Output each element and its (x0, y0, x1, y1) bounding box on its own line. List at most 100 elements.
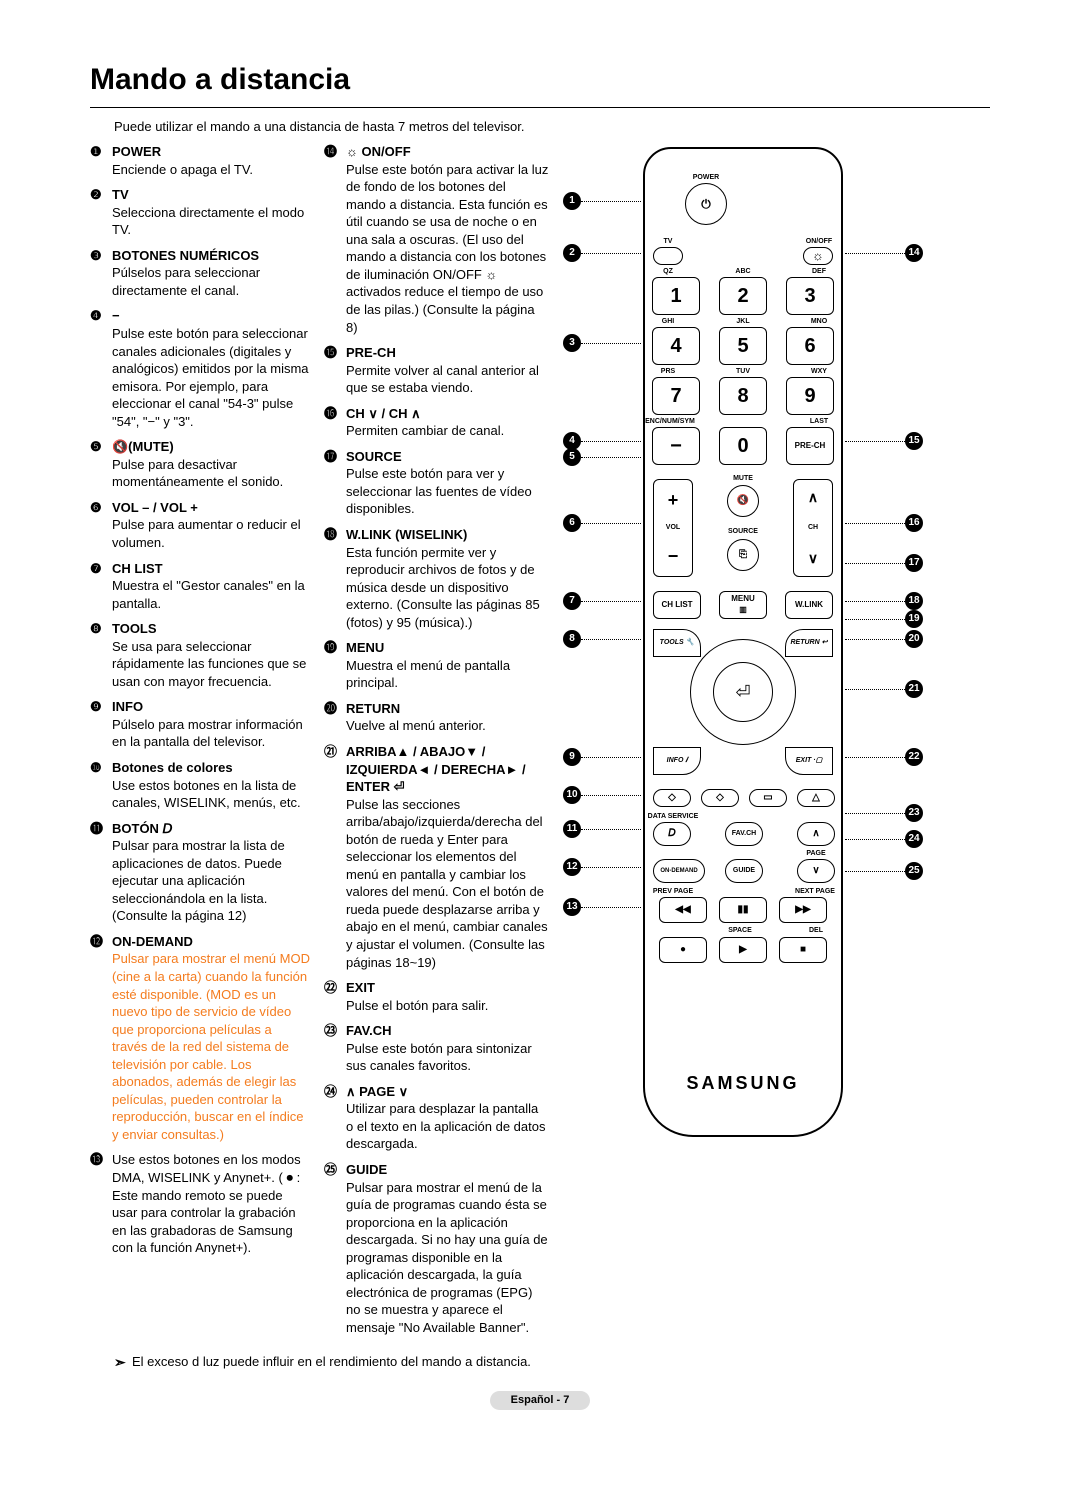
item-body: TOOLSSe usa para seleccionar rápidamente… (112, 620, 310, 690)
color-red: ◇ (653, 789, 691, 807)
item-title: POWER (112, 143, 310, 161)
desc-item: ㉕GUIDEPulsar para mostrar el menú de la … (324, 1161, 549, 1336)
label-tv: TV (643, 237, 693, 246)
ffwd-button: ▶▶ (779, 897, 827, 923)
column-remote: POWER ⏻ TV ON/OFF ☼ QZ ABC DEF 1 2 3 GHI… (563, 143, 923, 1344)
item-bullet: ❽ (90, 620, 112, 690)
callout-20: 20 (905, 630, 923, 648)
item-bullet: ❷ (90, 186, 112, 239)
item-desc: Púlselo para mostrar información en la p… (112, 716, 310, 751)
item-desc: Pulse el botón para salir. (346, 997, 549, 1015)
desc-item: ⓮☼ ON/OFFPulse este botón para activar l… (324, 143, 549, 336)
content-columns: ❶POWEREnciende o apaga el TV.❷TVSeleccio… (90, 143, 990, 1344)
label-power: POWER (681, 173, 731, 182)
desc-item: ⓭Use estos botones en los modos DMA, WIS… (90, 1151, 310, 1256)
callout-line (581, 829, 641, 830)
callout-22: 22 (905, 748, 923, 766)
desc-item: ❸BOTONES NUMÉRICOSPúlselos para seleccio… (90, 247, 310, 300)
item-body: PRE-CHPermite volver al canal anterior a… (346, 344, 549, 397)
item-title: ☼ ON/OFF (346, 143, 549, 161)
item-title: W.LINK (WISELINK) (346, 526, 549, 544)
callout-line (581, 201, 641, 202)
item-bullet: ❿ (90, 759, 112, 812)
item-title: MENU (346, 639, 549, 657)
label-space: SPACE (715, 926, 765, 935)
callout-line (845, 253, 905, 254)
item-body: RETURNVuelve al menú anterior. (346, 700, 549, 735)
remote-body: POWER ⏻ TV ON/OFF ☼ QZ ABC DEF 1 2 3 GHI… (643, 147, 843, 1137)
label-mno: MNO (794, 317, 844, 326)
item-title: PRE-CH (346, 344, 549, 362)
rec-button: ● (659, 937, 707, 963)
callout-12: 12 (563, 858, 581, 876)
desc-item: ⓰CH ∨ / CH ∧Permiten cambiar de canal. (324, 405, 549, 440)
item-body: FAV.CHPulse este botón para sintonizar s… (346, 1022, 549, 1075)
item-desc: Pulsar para mostrar la lista de aplicaci… (112, 837, 310, 925)
callout-1: 1 (563, 192, 581, 210)
label-enc: ENC/NUM/SYM (643, 417, 697, 426)
item-desc: Se usa para seleccionar rápidamente las … (112, 638, 310, 691)
callout-10: 10 (563, 786, 581, 804)
label-prs: PRS (643, 367, 693, 376)
callout-line (581, 907, 641, 908)
item-title: VOL – / VOL + (112, 499, 310, 517)
callout-6: 6 (563, 514, 581, 532)
callout-7: 7 (563, 592, 581, 610)
key-0: 0 (719, 427, 767, 465)
item-title: FAV.CH (346, 1022, 549, 1040)
desc-item: ㉔∧ PAGE ∨Utilizar para desplazar la pant… (324, 1083, 549, 1153)
item-bullet: ⓲ (324, 526, 346, 631)
callout-line (581, 441, 641, 442)
item-body: BOTÓN 𝘋Pulsar para mostrar la lista de a… (112, 820, 310, 925)
mute-button: 🔇 (727, 485, 759, 517)
label-last: LAST (794, 417, 844, 426)
item-body: VOL – / VOL +Pulse para aumentar o reduc… (112, 499, 310, 552)
item-body: ARRIBA▲ / ABAJO▼ / IZQUIERDA◄ / DERECHA►… (346, 743, 549, 971)
callout-line (845, 689, 905, 690)
note-arrow-icon: ➣ (114, 1353, 132, 1372)
callout-line (845, 563, 905, 564)
desc-item: ㉒EXITPulse el botón para salir. (324, 979, 549, 1014)
item-bullet: ⓰ (324, 405, 346, 440)
desc-item: ㉑ARRIBA▲ / ABAJO▼ / IZQUIERDA◄ / DERECHA… (324, 743, 549, 971)
item-body: −Pulse este botón para seleccionar canal… (112, 307, 310, 430)
item-body: CH ∨ / CH ∧Permiten cambiar de canal. (346, 405, 549, 440)
item-desc: Muestra el menú de pantalla principal. (346, 657, 549, 692)
label-data: DATA SERVICE (643, 812, 703, 821)
callout-line (845, 523, 905, 524)
key-6: 6 (786, 327, 834, 365)
item-title: RETURN (346, 700, 549, 718)
key-3: 3 (786, 277, 834, 315)
callout-line (845, 639, 905, 640)
chlist-button: CH LIST (653, 591, 701, 619)
callout-line (845, 839, 905, 840)
page-title: Mando a distancia (90, 60, 990, 101)
callout-8: 8 (563, 630, 581, 648)
callout-line (581, 253, 641, 254)
callout-line (845, 441, 905, 442)
label-tuv: TUV (718, 367, 768, 376)
item-desc: Use estos botones en los modos DMA, WISE… (112, 1151, 310, 1256)
desc-item: ❿Botones de coloresUse estos botones en … (90, 759, 310, 812)
onoff-light-button: ☼ (803, 247, 833, 265)
desc-item: ⓬ON-DEMANDPulsar para mostrar el menú MO… (90, 933, 310, 1144)
item-bullet: ⓱ (324, 448, 346, 518)
callout-2: 2 (563, 244, 581, 262)
item-bullet: ⓯ (324, 344, 346, 397)
key-5: 5 (719, 327, 767, 365)
callout-line (581, 639, 641, 640)
item-title: TV (112, 186, 310, 204)
stop-button: ■ (779, 937, 827, 963)
desc-item: ❾INFOPúlselo para mostrar información en… (90, 698, 310, 751)
item-title: ON-DEMAND (112, 933, 310, 951)
item-body: POWEREnciende o apaga el TV. (112, 143, 310, 178)
tools-button: TOOLS 🔧 (653, 629, 701, 657)
footer-note: El exceso d luz puede influir en el rend… (132, 1353, 531, 1372)
item-title: − (112, 307, 310, 325)
desc-item: ❶POWEREnciende o apaga el TV. (90, 143, 310, 178)
item-desc: Utilizar para desplazar la pantalla o el… (346, 1100, 549, 1153)
color-green: ◇ (701, 789, 739, 807)
label-del: DEL (791, 926, 841, 935)
callout-16: 16 (905, 514, 923, 532)
item-body: ☼ ON/OFFPulse este botón para activar la… (346, 143, 549, 336)
